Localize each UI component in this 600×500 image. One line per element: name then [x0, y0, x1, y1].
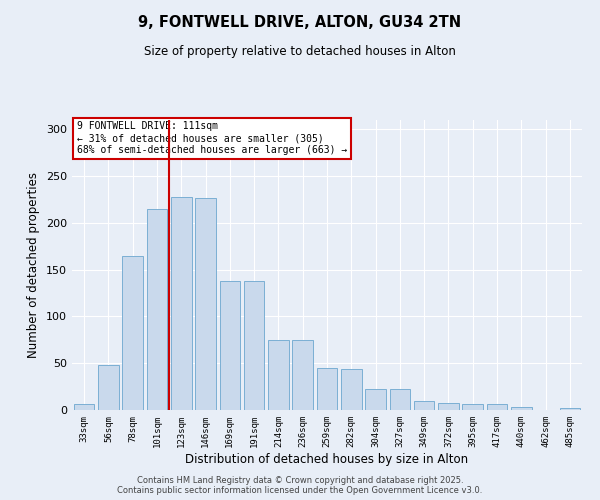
Y-axis label: Number of detached properties: Number of detached properties [28, 172, 40, 358]
Text: 9, FONTWELL DRIVE, ALTON, GU34 2TN: 9, FONTWELL DRIVE, ALTON, GU34 2TN [139, 15, 461, 30]
Bar [317, 368, 337, 410]
Text: Size of property relative to detached houses in Alton: Size of property relative to detached ho… [144, 45, 456, 58]
Bar [341, 369, 362, 410]
Bar [438, 402, 459, 410]
Bar [292, 340, 313, 410]
Bar [487, 404, 508, 410]
Bar [414, 400, 434, 410]
Bar [560, 408, 580, 410]
Bar [268, 340, 289, 410]
Bar [98, 365, 119, 410]
Bar [511, 407, 532, 410]
Bar [122, 256, 143, 410]
Bar [171, 196, 191, 410]
Text: Contains HM Land Registry data © Crown copyright and database right 2025.
Contai: Contains HM Land Registry data © Crown c… [118, 476, 482, 495]
Bar [463, 404, 483, 410]
Text: 9 FONTWELL DRIVE: 111sqm
← 31% of detached houses are smaller (305)
68% of semi-: 9 FONTWELL DRIVE: 111sqm ← 31% of detach… [77, 122, 347, 154]
Bar [146, 209, 167, 410]
Bar [74, 404, 94, 410]
Bar [195, 198, 216, 410]
Bar [365, 390, 386, 410]
Bar [389, 390, 410, 410]
X-axis label: Distribution of detached houses by size in Alton: Distribution of detached houses by size … [185, 452, 469, 466]
Bar [244, 281, 265, 410]
Bar [220, 281, 240, 410]
